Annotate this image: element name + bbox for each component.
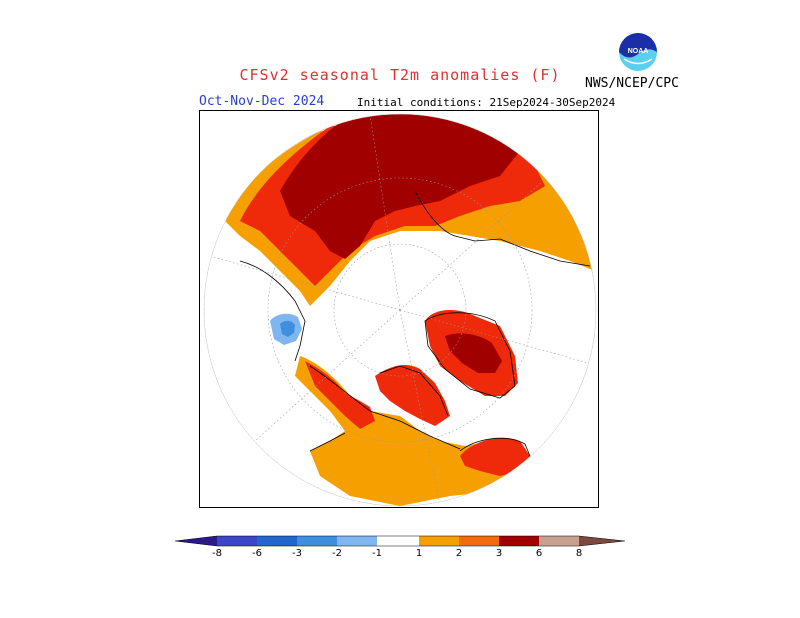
colorbar-gt-8 — [579, 536, 625, 546]
colorbar-neg1-1 — [377, 536, 419, 546]
colorbar-tick: -3 — [292, 548, 302, 559]
anomaly-hudson-red — [460, 437, 530, 476]
colorbar-3-6 — [499, 536, 539, 546]
agency-label: NWS/NCEP/CPC — [585, 76, 679, 91]
map-frame — [199, 110, 599, 508]
colorbar-tick: 2 — [455, 548, 463, 559]
anomaly-greenland-darkred — [445, 333, 502, 373]
colorbar-neg6-neg3 — [257, 536, 297, 546]
map-title: CFSv2 seasonal T2m anomalies (F) — [239, 66, 561, 84]
colorbar-2-3 — [459, 536, 499, 546]
colorbar-tick: 8 — [575, 548, 583, 559]
colorbar-tick: 3 — [495, 548, 503, 559]
colorbar-tick: 6 — [535, 548, 543, 559]
colorbar-tick: 1 — [415, 548, 423, 559]
anomaly-canada-orange — [295, 356, 520, 506]
color-bar — [175, 535, 625, 547]
initial-conditions: Initial conditions: 21Sep2024-30Sep2024 — [357, 96, 616, 109]
colorbar-neg3-neg2 — [297, 536, 337, 546]
colorbar-1-2 — [419, 536, 459, 546]
logo-text: NOAA — [628, 48, 649, 55]
anomaly-eurasia-darkred — [280, 114, 520, 259]
colorbar-neg8-neg6 — [217, 536, 257, 546]
colorbar-tick: -2 — [332, 548, 342, 559]
graticule — [204, 114, 596, 506]
colorbar-lt-neg8 — [175, 536, 217, 546]
forecast-period: Oct-Nov-Dec 2024 — [199, 94, 325, 109]
coastlines — [239, 190, 591, 462]
anomaly-canada-red — [305, 361, 375, 429]
colorbar-tick: -6 — [252, 548, 262, 559]
colorbar-tick: -1 — [372, 548, 382, 559]
colorbar-neg2-neg1 — [337, 536, 377, 546]
polar-map — [203, 113, 597, 507]
anomaly-archipelago-red — [375, 365, 450, 426]
colorbar-tick: -8 — [212, 548, 222, 559]
anomaly-cool-blue — [280, 320, 295, 337]
colorbar-6-8 — [539, 536, 579, 546]
noaa-logo: NOAA — [619, 33, 657, 71]
